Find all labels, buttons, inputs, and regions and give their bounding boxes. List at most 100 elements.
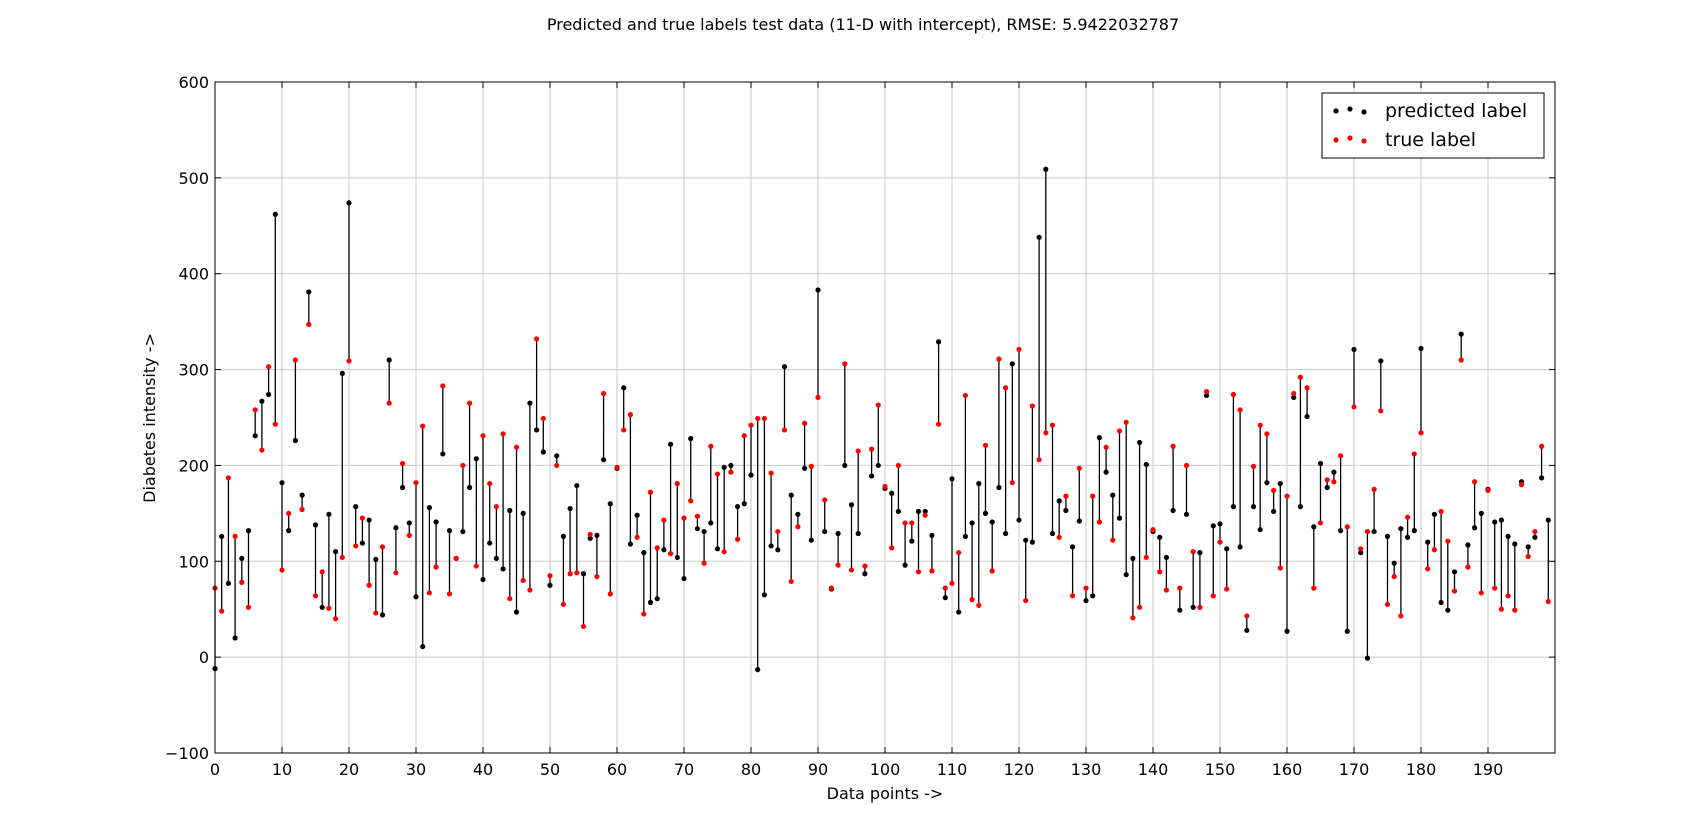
true-point [956,550,962,556]
true-point [855,448,861,454]
y-tick-label: 100 [178,552,209,571]
true-point [1338,453,1344,459]
predicted-point [647,599,654,606]
predicted-point [467,484,473,491]
legend-box [1321,92,1545,159]
true-point [373,610,379,616]
predicted-point [1016,517,1022,523]
predicted-point [996,484,1002,491]
predicted-point [942,595,948,601]
true-point [567,571,573,577]
predicted-point [1498,517,1504,523]
predicted-point [1418,345,1424,352]
predicted-point [1170,507,1176,514]
predicted-point [1371,528,1377,535]
true-point [627,412,634,418]
predicted-point [225,580,231,586]
predicted-point [1492,519,1498,525]
true-point [554,462,560,469]
predicted-point [373,556,379,562]
true-point [225,475,231,481]
true-point [915,569,922,575]
predicted-point [1451,569,1458,575]
legend: predicted label true label [1321,92,1545,159]
true-point [513,444,520,450]
legend-marker-predicted [1333,106,1367,115]
true-point [1250,463,1257,469]
true-point [1009,480,1015,486]
true-point [1049,422,1056,428]
true-point [493,504,499,510]
predicted-point [1277,481,1283,487]
predicted-point [902,562,908,568]
true-point [1103,444,1109,450]
true-point [580,623,587,630]
true-point [440,383,446,389]
predicted-point [1317,460,1324,467]
true-point [909,520,915,526]
predicted-point [1458,331,1464,337]
true-point [1003,385,1009,391]
predicted-point [761,592,768,598]
predicted-point [1224,546,1230,552]
true-point [828,585,835,591]
predicted-point [815,287,821,293]
predicted-point [795,511,801,517]
true-point [406,532,412,539]
predicted-point [1505,533,1511,539]
true-point [1371,486,1377,492]
predicted-point [393,525,399,531]
predicted-point [286,528,292,534]
predicted-point [1344,628,1350,634]
predicted-point [1070,544,1076,550]
predicted-point [1324,484,1330,491]
predicted-point [936,339,942,345]
true-point [942,585,948,591]
true-point [1264,431,1270,437]
predicted-point [326,511,332,517]
true-point [1532,528,1538,535]
x-tick-label: 130 [1071,760,1102,779]
predicted-point [1411,528,1417,534]
true-point [413,480,419,486]
true-point [607,591,613,597]
predicted-point [1210,523,1216,529]
true-point [1070,593,1076,599]
true-point [1076,465,1082,471]
predicted-point [835,530,841,537]
true-point [534,336,540,342]
true-point [252,407,258,413]
predicted-point [1512,541,1518,547]
predicted-point [601,457,607,463]
true-point [574,570,580,576]
predicted-point [748,472,754,478]
predicted-point [862,571,868,577]
predicted-point [1405,534,1411,540]
grid-lines [214,81,1555,754]
true-point [1317,520,1324,526]
predicted-point [1143,461,1149,468]
true-point [1364,528,1370,535]
true-point [768,470,774,476]
predicted-point [922,508,928,515]
x-tick-label: 70 [674,760,694,779]
predicted-point [574,482,580,489]
true-point [748,422,754,428]
true-point [775,528,781,535]
true-point [929,568,935,574]
y-axis-ticks: −100 0 100 200 300 400 500 600 [165,73,1555,763]
predicted-point [406,520,412,526]
true-point [1478,590,1484,596]
true-point [835,562,841,568]
predicted-point [567,505,573,512]
true-point [219,608,225,614]
predicted-point [219,533,225,539]
predicted-point [869,473,875,479]
predicted-point [1264,480,1270,486]
true-point [1237,407,1243,413]
true-point [1016,346,1022,353]
predicted-point [440,451,446,457]
true-point [1418,430,1424,436]
true-point [1123,419,1129,425]
